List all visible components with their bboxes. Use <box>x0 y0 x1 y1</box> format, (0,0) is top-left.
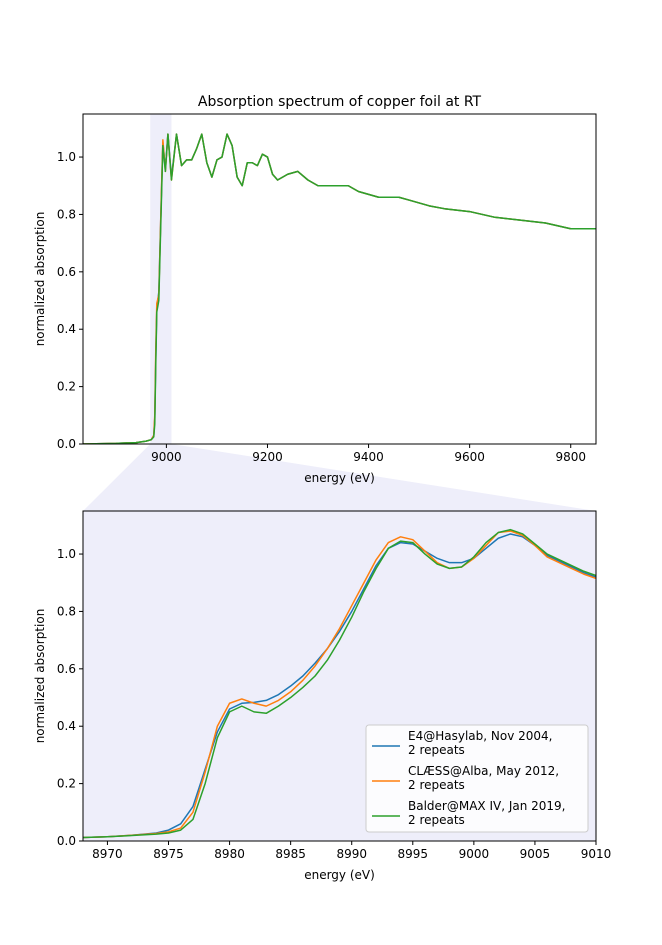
series-line-3 <box>83 528 596 839</box>
y-tick-label: 1.0 <box>57 150 76 164</box>
zoom-lines <box>83 528 596 839</box>
y-tick-label: 0.8 <box>57 207 76 221</box>
x-tick-label: 8975 <box>153 847 184 861</box>
series-line-2 <box>83 530 596 839</box>
y-tick-label: 0.0 <box>57 834 76 848</box>
x-tick-label: 9600 <box>454 450 485 464</box>
zoom-band <box>150 114 172 444</box>
y-tick-label: 0.2 <box>57 380 76 394</box>
x-tick-label: 9400 <box>353 450 384 464</box>
zoom-x-ticks: 8970 8975 8980 8985 8990 8995 9000 9005 9010 <box>92 841 611 861</box>
overview-y-ticks: 0.0 0.2 0.4 0.6 0.8 1.0 <box>57 150 83 451</box>
x-tick-label: 9010 <box>581 847 612 861</box>
legend: E4@Hasylab, Nov 2004, 2 repeats CLÆSS@Alba… <box>365 724 589 833</box>
x-tick-label: 8995 <box>398 847 429 861</box>
legend-label-3: Balder@MAX IV, Jan 2019, 2 repeats <box>408 799 566 827</box>
zoom-y-ticks: 0.0 0.2 0.4 0.6 0.8 1.0 <box>57 547 83 848</box>
overview-title: Absorption spectrum of copper foil at RT <box>198 94 482 110</box>
series-line-1 <box>83 533 596 839</box>
zoom-axes-frame <box>82 510 597 842</box>
y-tick-label: 0.8 <box>57 604 76 618</box>
legend-frame <box>365 724 589 833</box>
x-tick-label: 8970 <box>92 847 123 861</box>
x-tick-label: 9200 <box>252 450 283 464</box>
overview-panel: 9000 9200 9400 9600 9800 0.00.20.40.60.81.0 … <box>33 94 597 485</box>
overview-lines <box>83 133 596 444</box>
zoom-x-label: energy (eV) <box>304 868 375 882</box>
x-tick-label: 8990 <box>336 847 367 861</box>
x-tick-label: 9000 <box>151 450 182 464</box>
legend-label-1: E4@Hasylab, Nov 2004, 2 repeats <box>408 729 552 757</box>
overview-y-label: normalized absorption <box>33 212 47 347</box>
overview-axes-frame <box>82 113 597 445</box>
legend-label-2: CLÆSS@Alba, May 2012, 2 repeats <box>408 764 559 792</box>
x-tick-label: 8980 <box>214 847 245 861</box>
x-tick-label: 9000 <box>459 847 490 861</box>
y-tick-label: 0.2 <box>57 777 76 791</box>
overview-x-label: energy (eV) <box>304 471 375 485</box>
overview-x-ticks: 9000 9200 9400 9600 9800 <box>151 444 586 464</box>
y-tick-label: 0.0 <box>57 437 76 451</box>
y-tick-label: 0.6 <box>57 265 76 279</box>
zoom-connector <box>83 444 596 511</box>
x-tick-label: 9005 <box>520 847 551 861</box>
x-tick-label: 9800 <box>555 450 586 464</box>
zoom-y-label: normalized absorption <box>33 609 47 744</box>
series-line-3 <box>83 133 596 444</box>
x-tick-label: 8985 <box>275 847 306 861</box>
y-tick-label: 0.4 <box>57 719 76 733</box>
y-tick-label: 0.4 <box>57 322 76 336</box>
y-tick-label: 1.0 <box>57 547 76 561</box>
y-tick-label: 0.6 <box>57 662 76 676</box>
zoom-panel: 8970 8975 8980 8985 8990 8995 9000 9005 9010 0.0… <box>33 510 611 882</box>
